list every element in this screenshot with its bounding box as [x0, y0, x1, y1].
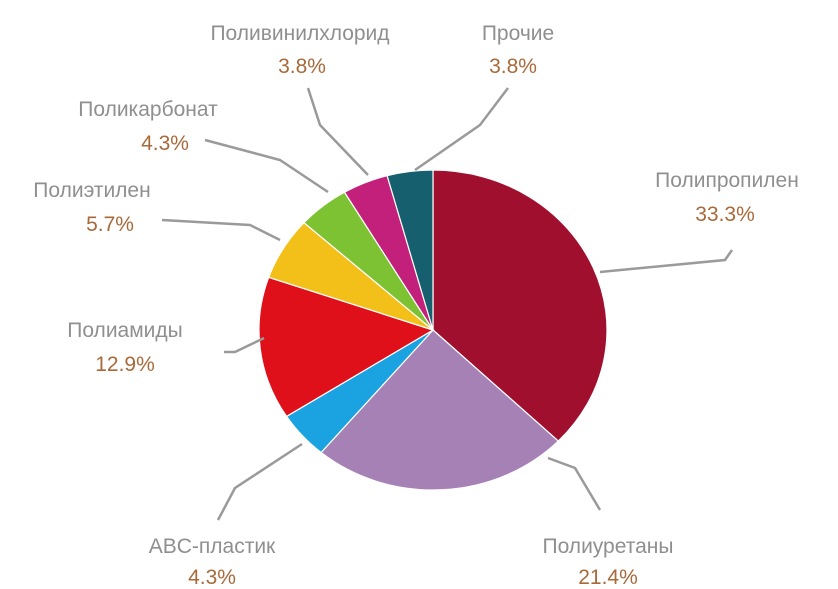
value-abc: 4.3% [188, 566, 236, 589]
value-polivinilhlorid: 3.8% [278, 55, 326, 78]
label-abc: ABC-пластик [149, 535, 276, 558]
pie-slice-8 [386, 169, 434, 331]
leader-abc [216, 442, 303, 521]
value-polietilen: 5.7% [86, 213, 134, 236]
leader-prochie [414, 87, 509, 172]
label-prochie: Прочие [482, 22, 554, 45]
pie-slice-1 [432, 169, 608, 442]
leader-poliuretany [547, 456, 602, 511]
value-polipropilen: 33.3% [695, 203, 755, 226]
label-polivinilhlorid: Поливинилхлорид [210, 22, 389, 45]
pie-slices [258, 169, 608, 491]
label-poliamidy: Полиамиды [67, 319, 183, 342]
leader-polietilen [161, 218, 281, 242]
value-prochie: 3.8% [489, 55, 537, 78]
value-polikarbonat: 4.3% [141, 132, 189, 155]
label-polikarbonat: Поликарбонат [78, 98, 218, 121]
leader-polipropilen [599, 249, 734, 274]
pie-slice-2 [320, 329, 560, 491]
slice-labels: Полипропилен 33.3% Полиуретаны 21.4% ABC… [33, 22, 799, 589]
leader-lines [161, 87, 734, 521]
leader-polikarbonat [204, 138, 329, 194]
value-poliamidy: 12.9% [95, 353, 155, 376]
label-polietilen: Полиэтилен [33, 179, 150, 202]
label-polipropilen: Полипропилен [655, 169, 799, 192]
value-poliuretany: 21.4% [578, 566, 638, 589]
pie-slice-4 [258, 276, 435, 418]
leader-polivinilhlorid [306, 87, 369, 176]
leader-poliamidy [224, 336, 265, 354]
label-poliuretany: Полиуретаны [543, 535, 674, 558]
